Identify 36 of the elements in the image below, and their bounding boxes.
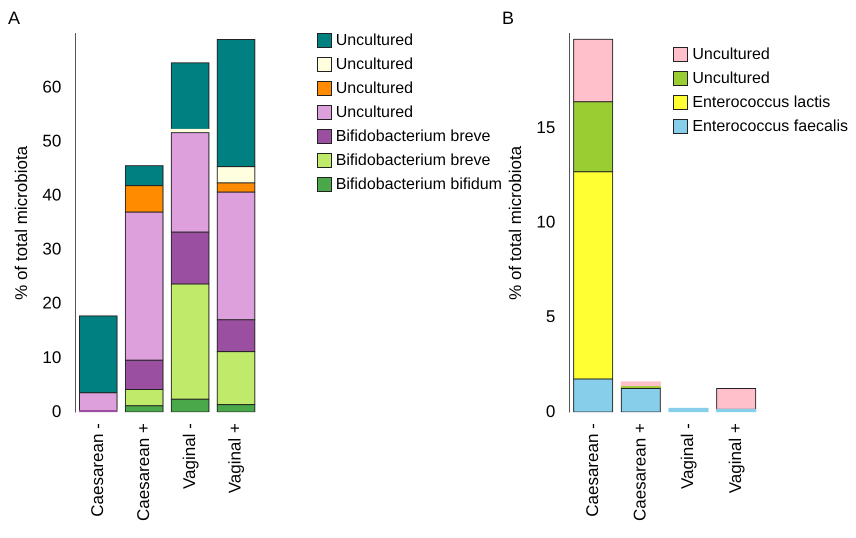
chart-title: A bbox=[8, 8, 20, 28]
x-tick-label: Vaginal - bbox=[678, 423, 698, 490]
x-tick-label: Vaginal + bbox=[726, 423, 745, 494]
x-tick-label: Vaginal - bbox=[180, 423, 199, 490]
y-tick-label: 40 bbox=[42, 186, 62, 205]
y-axis-title: % of total microbiota bbox=[12, 145, 31, 300]
legend-label: Enterococcus faecalis bbox=[692, 117, 848, 137]
y-tick-label: 60 bbox=[42, 77, 62, 96]
legend-label: Uncultured bbox=[336, 31, 414, 51]
legend-label: Uncultured bbox=[336, 103, 414, 123]
legend-label: Uncultured bbox=[336, 55, 414, 75]
y-tick-label: 10 bbox=[42, 348, 62, 367]
y-tick-label: 0 bbox=[546, 402, 556, 421]
legend-label: Enterococcus lactis bbox=[692, 93, 830, 113]
legend-label: Bifidobacterium bifidum bbox=[336, 175, 502, 195]
legend-label: Bifidobacterium breve bbox=[336, 127, 490, 147]
legend-label: Bifidobacterium breve bbox=[336, 151, 490, 171]
y-tick-label: 15 bbox=[536, 118, 556, 137]
y-tick-label: 30 bbox=[42, 240, 62, 259]
x-tick-label: Caesarean - bbox=[88, 423, 107, 517]
legend-label: Uncultured bbox=[692, 45, 770, 65]
y-tick-label: 20 bbox=[42, 294, 62, 313]
bar bbox=[716, 408, 756, 412]
y-tick-label: 5 bbox=[546, 307, 556, 326]
x-tick-label: Caesarean - bbox=[582, 423, 602, 517]
y-axis-title: % of total microbiota bbox=[506, 145, 525, 300]
legend-label: Uncultured bbox=[692, 69, 770, 89]
y-tick-label: 0 bbox=[52, 402, 62, 421]
x-tick-label: Caesarean + bbox=[134, 423, 153, 522]
x-tick-label: Caesarean + bbox=[630, 423, 650, 522]
legend-label: Uncultured bbox=[336, 79, 414, 99]
x-tick-label: Vaginal + bbox=[226, 423, 245, 494]
y-tick-label: 10 bbox=[536, 212, 556, 232]
y-tick-label: 50 bbox=[42, 131, 62, 150]
bar bbox=[668, 408, 709, 412]
chart-title: B bbox=[502, 8, 514, 28]
